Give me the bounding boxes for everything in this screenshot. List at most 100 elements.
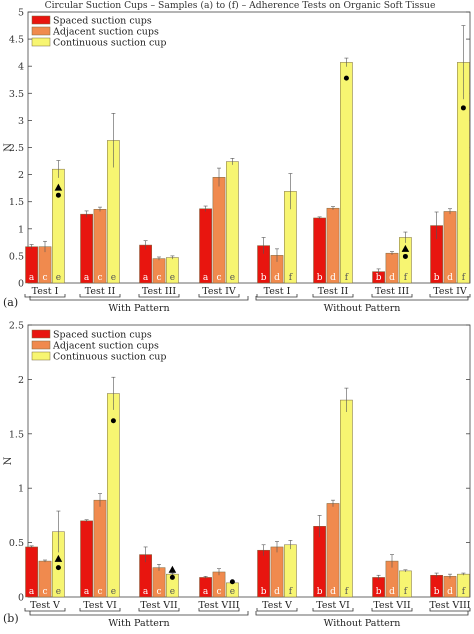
bar-sample-label: b xyxy=(434,273,440,283)
y-tick-label: 1 xyxy=(18,484,24,495)
legend-swatch xyxy=(31,340,51,350)
legend-label: Spaced suction cups xyxy=(53,330,152,341)
triangle-marker xyxy=(54,183,63,191)
legend-swatch xyxy=(31,329,51,339)
bar-sample-label: f xyxy=(462,587,466,597)
y-tick-label: 1.5 xyxy=(9,197,24,208)
bar-sample-label: c xyxy=(216,273,221,283)
y-tick-label: 0 xyxy=(18,279,24,290)
test-label: Test IV xyxy=(433,286,467,297)
test-bracket xyxy=(256,294,298,298)
test-bracket xyxy=(312,294,354,298)
bar-sample-label: f xyxy=(289,587,293,597)
bar-sample-label: d xyxy=(389,587,395,597)
test-label: Test III xyxy=(375,286,409,297)
bar xyxy=(93,209,107,284)
bar-sample-label: c xyxy=(42,587,47,597)
circle-marker xyxy=(402,253,408,259)
y-tick-label: 3.5 xyxy=(9,89,24,100)
bar-sample-label: d xyxy=(330,587,336,597)
bar-sample-label: f xyxy=(462,273,466,283)
y-tick-label: 5 xyxy=(18,8,24,19)
bar-sample-label: c xyxy=(97,273,102,283)
bar-sample-label: a xyxy=(203,273,209,283)
bar-sample-label: f xyxy=(289,273,293,283)
y-tick-label: 2.5 xyxy=(9,321,24,332)
bar-sample-label: e xyxy=(111,273,116,283)
y-tick-label: 0.5 xyxy=(9,251,24,262)
bar xyxy=(212,177,226,284)
legend-label: Continuous suction cup xyxy=(53,352,166,363)
circle-marker xyxy=(169,574,175,580)
test-label: Test IV xyxy=(202,286,236,297)
bar xyxy=(226,161,239,284)
test-bracket xyxy=(371,294,413,298)
bar xyxy=(93,499,107,598)
bar-sample-label: f xyxy=(404,273,408,283)
bar-sample-label: c xyxy=(42,273,47,283)
triangle-marker xyxy=(54,554,63,562)
bar-sample-label: d xyxy=(389,273,395,283)
test-label: Test III xyxy=(142,286,176,297)
figure-title: Circular Suction Cups – Samples (a) to (… xyxy=(45,0,436,11)
test-bracket xyxy=(138,294,180,298)
test-label: Test I xyxy=(264,286,291,297)
test-bracket xyxy=(198,294,240,298)
bar-sample-label: a xyxy=(29,273,35,283)
test-label: Test V xyxy=(262,600,292,611)
legend-swatch xyxy=(31,26,51,36)
test-bracket xyxy=(79,294,121,298)
triangle-marker xyxy=(401,244,410,252)
bar-sample-label: f xyxy=(345,273,349,283)
group-bracket xyxy=(29,611,249,616)
bar-sample-label: a xyxy=(84,587,90,597)
bar xyxy=(340,62,353,284)
circle-marker xyxy=(229,579,235,585)
y-tick-label: 2.5 xyxy=(9,143,24,154)
triangle-marker xyxy=(168,565,177,573)
circle-marker xyxy=(460,105,466,111)
test-label: Test VII xyxy=(373,600,411,611)
circle-marker xyxy=(110,418,116,424)
test-label: Test V xyxy=(30,600,60,611)
bar xyxy=(107,393,120,598)
bar-sample-label: e xyxy=(230,273,235,283)
bar-sample-label: c xyxy=(156,587,161,597)
legend-swatch xyxy=(31,15,51,25)
bar-sample-label: d xyxy=(330,273,336,283)
bar-sample-label: c xyxy=(156,273,161,283)
y-tick-label: 4.5 xyxy=(9,35,24,46)
test-bracket xyxy=(429,608,471,612)
group-bracket xyxy=(255,296,469,301)
bar-sample-label: f xyxy=(404,587,408,597)
bar-sample-label: d xyxy=(274,273,280,283)
circle-marker xyxy=(55,192,61,198)
test-bracket xyxy=(79,608,121,612)
group-label: With Pattern xyxy=(108,618,169,629)
bar-sample-label: b xyxy=(261,587,267,597)
bar-sample-label: a xyxy=(84,273,90,283)
test-label: Test VI xyxy=(316,600,350,611)
bar-sample-label: e xyxy=(56,587,61,597)
bar-sample-label: c xyxy=(97,587,102,597)
group-bracket xyxy=(255,611,469,616)
y-tick-label: 3 xyxy=(18,116,24,127)
test-bracket xyxy=(138,608,180,612)
bar-sample-label: b xyxy=(376,587,382,597)
bar-sample-label: b xyxy=(376,273,382,283)
bar xyxy=(199,208,212,284)
test-bracket xyxy=(256,608,298,612)
test-label: Test VII xyxy=(140,600,178,611)
bar-sample-label: c xyxy=(216,587,221,597)
bar-sample-label: e xyxy=(56,273,61,283)
y-axis-label: N xyxy=(3,456,14,465)
bar-sample-label: d xyxy=(447,587,453,597)
bar xyxy=(340,399,353,598)
legend-swatch xyxy=(31,351,51,361)
bar-sample-label: e xyxy=(230,587,235,597)
group-label: Without Pattern xyxy=(324,618,401,629)
bar-sample-label: a xyxy=(143,273,149,283)
